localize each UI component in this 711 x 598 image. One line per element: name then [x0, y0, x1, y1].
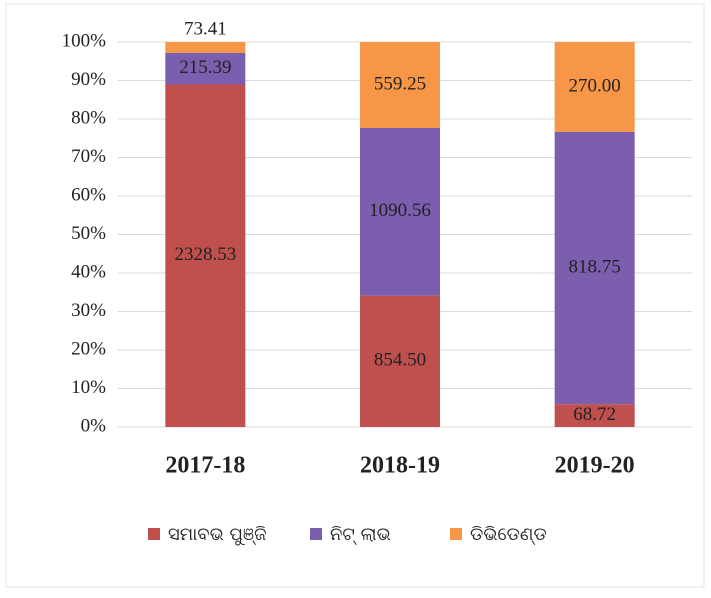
y-tick-label: 30% [71, 300, 106, 321]
data-label: 270.00 [569, 75, 621, 96]
legend-swatch [148, 528, 160, 540]
bar-segment [165, 52, 246, 85]
data-label: 854.50 [374, 350, 426, 371]
x-tick-label: 2019-20 [555, 453, 635, 479]
data-label: 1090.56 [369, 200, 431, 221]
y-tick-label: 70% [71, 146, 106, 167]
y-tick-label: 40% [71, 261, 106, 282]
x-tick-label: 2017-18 [165, 453, 245, 479]
y-tick-label: 10% [71, 377, 106, 398]
legend-label: ସମାବଭ ପୁଞ୍ଜି [168, 524, 267, 545]
bar-segment [165, 42, 246, 53]
bar-segment [165, 84, 246, 428]
bar-segment [360, 127, 440, 296]
legend-swatch [450, 528, 462, 540]
y-tick-label: 20% [71, 338, 106, 359]
data-label: 68.72 [573, 404, 616, 425]
y-tick-label: 80% [71, 107, 106, 128]
data-label: 559.25 [374, 73, 426, 94]
legend-label: ଡିଭିଡେଣ୍ଡ [470, 524, 547, 545]
y-tick-label: 60% [71, 184, 106, 205]
data-label: 818.75 [569, 256, 621, 277]
y-tick-label: 100% [62, 30, 107, 51]
x-tick-label: 2018-19 [360, 453, 440, 479]
legend-swatch [310, 528, 322, 540]
y-tick-label: 0% [81, 415, 107, 436]
data-label: 215.39 [179, 57, 231, 78]
bar-segment [554, 131, 635, 405]
y-tick-label: 50% [71, 223, 106, 244]
data-label: 73.41 [184, 18, 227, 39]
data-label: 2328.53 [174, 244, 236, 265]
legend-label: ନିଟ୍ ଲାଭ [330, 524, 391, 545]
y-tick-label: 90% [71, 69, 106, 90]
bar-segment [360, 295, 440, 427]
bar-segment [554, 404, 635, 427]
bar-segment [360, 42, 440, 128]
bar-segment [554, 42, 635, 132]
